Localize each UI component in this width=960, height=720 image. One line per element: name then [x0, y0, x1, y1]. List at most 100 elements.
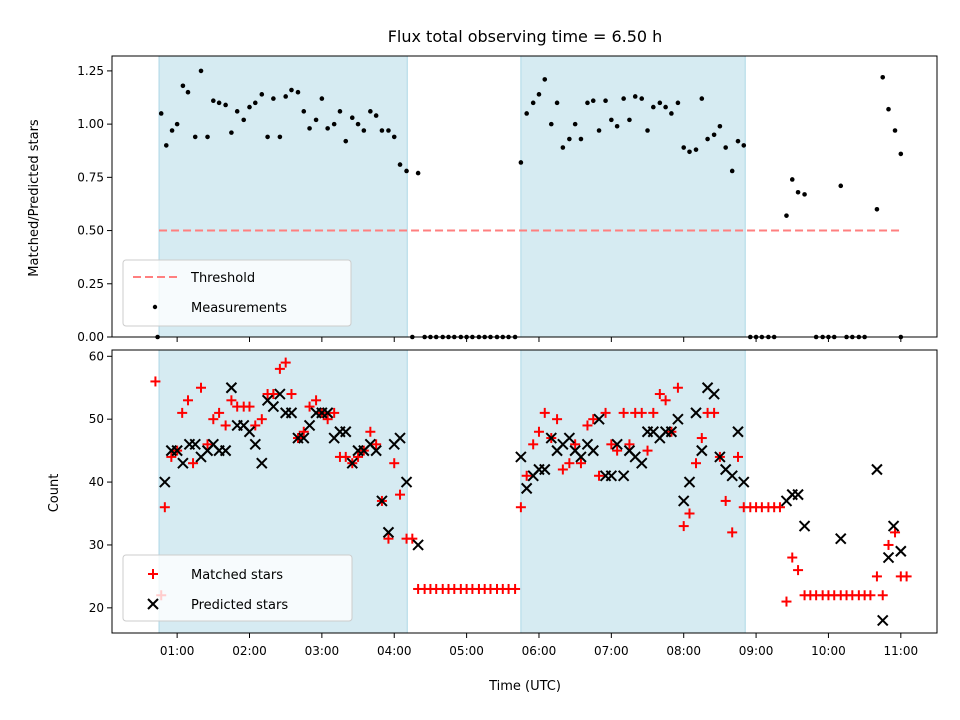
- predicted-star-marker: [895, 545, 907, 557]
- measurement-point: [415, 170, 421, 176]
- predicted-star-marker: [189, 438, 201, 451]
- measurement-point: [283, 94, 288, 99]
- matched-star-marker: [575, 458, 586, 469]
- predicted-marker-d2: [177, 457, 189, 469]
- predicted-star-marker: [298, 432, 310, 444]
- matched-star-marker: [557, 464, 568, 475]
- measurement-point: [578, 136, 584, 142]
- predicted-marker-d2: [394, 432, 406, 444]
- matched-star-marker: [890, 527, 901, 538]
- measurement-point: [596, 128, 602, 133]
- matched-star-marker: [244, 401, 255, 412]
- measurement-point: [379, 128, 385, 133]
- predicted-marker-d2: [629, 451, 641, 463]
- predicted-marker-d2: [587, 444, 599, 457]
- x-tick-label: 01:00: [160, 644, 195, 658]
- predicted-star-marker: [382, 526, 395, 539]
- measurement-point: [397, 162, 403, 167]
- matched-star-marker: [636, 407, 647, 418]
- predicted-star-marker: [871, 463, 883, 476]
- matched-star-marker: [268, 389, 279, 400]
- measurement-point: [741, 143, 747, 148]
- predicted-star-marker: [171, 444, 183, 457]
- measurement-point: [277, 134, 283, 140]
- y-tick-label-bottom: 60: [89, 349, 104, 363]
- predicted-marker-d2: [400, 476, 413, 488]
- measurement-point: [609, 117, 614, 123]
- predicted-star-marker: [726, 470, 738, 482]
- measurement-point: [198, 68, 204, 74]
- predicted-marker-d2: [261, 394, 274, 407]
- measurement-point: [681, 145, 687, 150]
- predicted-star-marker: [587, 444, 599, 457]
- predicted-star-marker: [696, 444, 708, 457]
- measurement-point: [185, 89, 191, 95]
- predicted-marker-d2: [690, 407, 702, 419]
- count-panel: 20 30 40 50 60 01:00 02:00 03:00 04:00 05:00 06:0…: [47, 349, 938, 694]
- predicted-marker-d2: [871, 463, 883, 476]
- matched-star-marker: [202, 439, 213, 450]
- measurement-point: [651, 104, 656, 110]
- predicted-star-marker: [225, 382, 238, 394]
- predicted-marker-d2: [563, 432, 576, 444]
- predicted-marker-d2: [605, 470, 618, 482]
- matched-star-marker: [720, 495, 731, 506]
- predicted-marker-d2: [708, 388, 720, 400]
- predicted-marker-d2: [346, 457, 358, 469]
- legend-measurements-swatch: [152, 304, 158, 310]
- measurement-point: [361, 128, 367, 133]
- matched-star-marker: [793, 565, 804, 576]
- measurement-point: [723, 145, 728, 150]
- measurement-point: [663, 104, 668, 110]
- predicted-marker-d2: [159, 476, 171, 488]
- measurement-point: [216, 100, 222, 106]
- matched-star-marker: [660, 395, 671, 406]
- matched-star-marker: [322, 414, 333, 425]
- predicted-star-marker: [321, 407, 334, 419]
- predicted-stars-points: [159, 382, 907, 627]
- predicted-marker-d2: [267, 400, 280, 413]
- measurement-point: [585, 100, 590, 106]
- matched-star-marker: [781, 596, 792, 607]
- predicted-marker-d2: [382, 526, 395, 539]
- predicted-star-marker: [370, 444, 382, 457]
- measurement-point: [241, 117, 247, 123]
- measurement-point: [567, 136, 572, 142]
- count-y-label: Count: [47, 474, 62, 513]
- matched-star-marker: [521, 470, 532, 481]
- measurement-point: [729, 168, 735, 174]
- measurement-point: [223, 102, 228, 108]
- predicted-marker-d2: [719, 463, 732, 476]
- measurement-point: [331, 121, 337, 127]
- matched-star-marker: [383, 533, 394, 544]
- predicted-marker-d2: [364, 438, 377, 451]
- y-tick-label-top: 1.00: [77, 117, 104, 131]
- measurement-point: [536, 92, 542, 97]
- predicted-star-marker: [738, 476, 750, 488]
- matched-star-marker: [159, 502, 170, 513]
- measurement-point: [180, 83, 186, 89]
- legend-measurements-label: Measurements: [191, 301, 287, 316]
- y-axis-ticks-bottom: 20 30 40 50 60: [89, 349, 112, 615]
- matched-star-marker: [582, 420, 593, 431]
- x-tick-label: 11:00: [884, 644, 919, 658]
- predicted-marker-d2: [696, 444, 708, 457]
- predicted-marker-d2: [285, 407, 298, 419]
- legend-predicted-swatch: [147, 598, 159, 610]
- matched-star-marker: [274, 363, 285, 374]
- matched-star-marker: [286, 389, 297, 400]
- matched-star-marker: [304, 401, 315, 412]
- measurement-point: [898, 151, 904, 157]
- shaded-window-bottom-1: [520, 349, 746, 634]
- matched-star-marker: [648, 407, 659, 418]
- predicted-star-marker: [792, 488, 804, 501]
- measurement-point: [795, 189, 801, 195]
- measurement-point: [289, 87, 294, 93]
- ratio-plot-frame: [111, 55, 938, 338]
- measurement-point: [337, 109, 343, 114]
- matched-star-marker: [787, 552, 798, 563]
- measurement-point: [548, 121, 554, 127]
- predicted-marker-d2: [798, 520, 811, 532]
- predicted-star-marker: [575, 451, 587, 463]
- x-axis-ticks-bottom: 01:00 02:00 03:00 04:00 05:00 06:00 07:00 08:00…: [160, 633, 918, 658]
